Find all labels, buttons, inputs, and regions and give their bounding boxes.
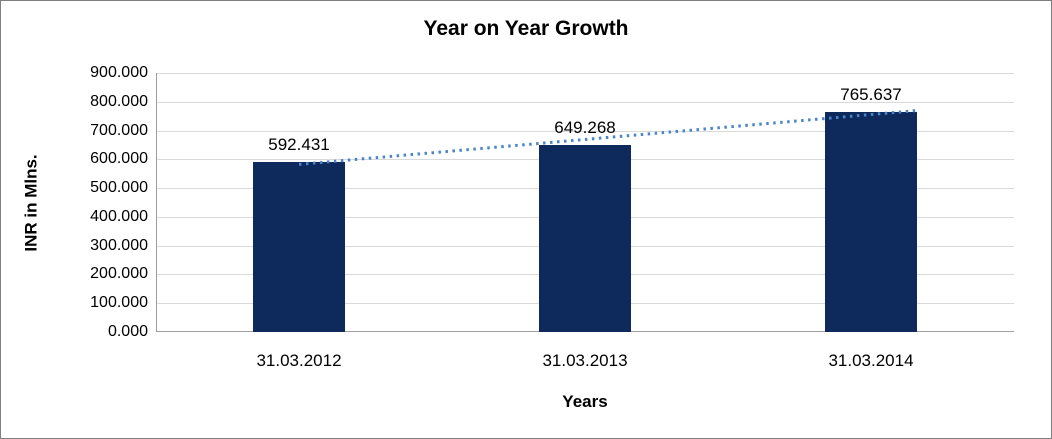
y-tick-label: 200.000: [90, 265, 148, 283]
chart-title: Year on Year Growth: [423, 17, 629, 40]
y-tick-label: 900.000: [90, 64, 148, 81]
x-tick-label: 31.03.2014: [828, 351, 914, 370]
y-tick-label: 700.000: [90, 121, 148, 139]
y-tick-label: 500.000: [90, 179, 148, 197]
bar: [539, 145, 631, 332]
y-tick-label: 0.000: [107, 323, 148, 340]
y-tick-label: 400.000: [90, 207, 148, 225]
bars-layer: [156, 73, 1014, 332]
x-tick-label: 31.03.2012: [256, 351, 342, 370]
plot-area: 592.431 649.268 765.637: [156, 73, 1014, 332]
x-tick-label: 31.03.2013: [542, 351, 628, 370]
bar: [253, 161, 345, 332]
bar-value-label: 592.431: [268, 134, 330, 154]
bar: [825, 111, 917, 332]
y-tick-label: 600.000: [90, 150, 148, 168]
trendline-layer: [298, 109, 918, 166]
bar-value-label: 649.268: [554, 118, 616, 138]
trendline: [298, 109, 918, 166]
bar-value-label: 765.637: [840, 84, 902, 104]
y-tick-label: 300.000: [90, 236, 148, 254]
y-tick-label: 100.000: [90, 294, 148, 312]
value-labels-layer: 592.431 649.268 765.637: [156, 73, 1014, 332]
x-axis-title: Years: [562, 392, 608, 411]
y-tick-label: 800.000: [90, 92, 148, 110]
y-axis-title: INR in Mlns.: [15, 73, 49, 332]
y-axis-title-text: INR in Mlns.: [22, 153, 41, 252]
